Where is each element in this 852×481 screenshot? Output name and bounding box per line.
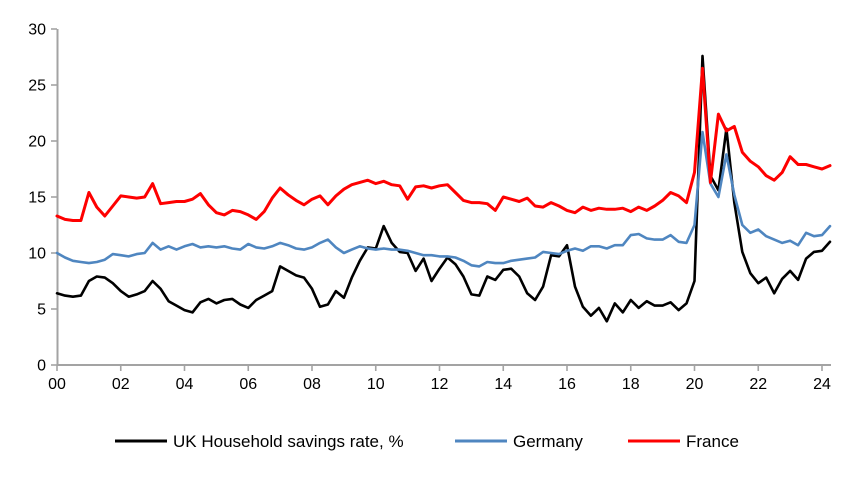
y-tick-label: 30 (28, 22, 46, 39)
y-tick-label: 0 (37, 358, 46, 375)
x-tick-label: 20 (686, 376, 704, 393)
legend-label-germany: Germany (513, 432, 583, 451)
x-tick-label: 14 (494, 376, 512, 393)
x-tick-label: 22 (749, 376, 767, 393)
x-tick-label: 12 (431, 376, 449, 393)
x-tick-label: 02 (112, 376, 130, 393)
y-tick-label: 10 (28, 246, 46, 263)
chart-legend: UK Household savings rate, % Germany Fra… (115, 432, 739, 451)
y-tick-label: 20 (28, 134, 46, 151)
legend-label-uk: UK Household savings rate, % (173, 432, 404, 451)
x-tick-label: 18 (622, 376, 640, 393)
y-tick-label: 25 (28, 78, 46, 95)
x-tick-label: 08 (303, 376, 321, 393)
legend-item-germany: Germany (455, 432, 583, 451)
series-line-germany (55, 130, 832, 268)
legend-label-france: France (686, 432, 739, 451)
x-tick-label: 10 (367, 376, 385, 393)
x-tick-label: 04 (176, 376, 194, 393)
legend-item-uk: UK Household savings rate, % (115, 432, 404, 451)
series-line-france (55, 66, 832, 222)
x-tick-label: 24 (813, 376, 831, 393)
y-tick-label: 5 (37, 302, 46, 319)
legend-item-france: France (628, 432, 739, 451)
x-tick-label: 06 (239, 376, 257, 393)
x-tick-label: 16 (558, 376, 576, 393)
x-tick-label: 00 (48, 376, 66, 393)
plot-area: 0 5 10 15 20 25 30 00 02 04 06 08 10 12 14 16 18 20 22 24 (28, 22, 832, 393)
y-tick-label: 15 (28, 190, 46, 207)
